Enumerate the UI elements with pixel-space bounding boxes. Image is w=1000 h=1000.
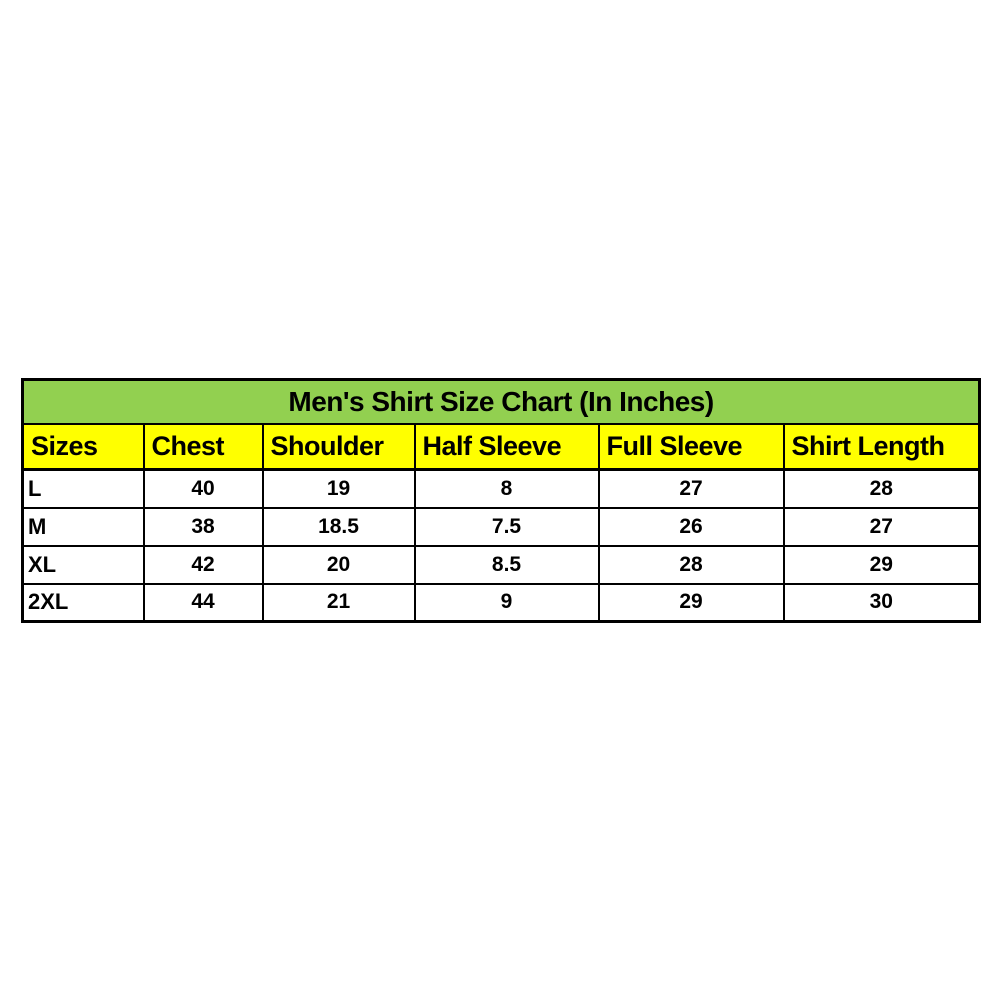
- table-row-2xl: 2XL 44 21 9 29 30: [21, 582, 981, 623]
- size-chart-table: Men's Shirt Size Chart (In Inches) Sizes…: [21, 378, 982, 623]
- chest-value: 42: [142, 544, 264, 585]
- shoulder-value: 21: [261, 582, 416, 623]
- table-row-xl: XL 42 20 8.5 28 29: [21, 544, 981, 585]
- shirt-length-value: 29: [782, 544, 981, 585]
- size-chart: Men's Shirt Size Chart (In Inches) Sizes…: [21, 378, 982, 623]
- size-label: XL: [21, 544, 145, 585]
- full-sleeve-value: 27: [597, 468, 785, 509]
- chest-value: 44: [142, 582, 264, 623]
- shoulder-value: 19: [261, 468, 416, 509]
- shoulder-value: 20: [261, 544, 416, 585]
- size-label: 2XL: [21, 582, 145, 623]
- table-row-m: M 38 18.5 7.5 26 27: [21, 506, 981, 547]
- half-sleeve-value: 9: [413, 582, 600, 623]
- half-sleeve-value: 8.5: [413, 544, 600, 585]
- chest-value: 40: [142, 468, 264, 509]
- size-label: M: [21, 506, 145, 547]
- chest-value: 38: [142, 506, 264, 547]
- table-title: Men's Shirt Size Chart (In Inches): [21, 378, 981, 425]
- size-label: L: [21, 468, 145, 509]
- table-header-row: Sizes Chest Shoulder Half Sleeve Full Sl…: [21, 422, 981, 471]
- column-header-sizes: Sizes: [21, 422, 145, 471]
- full-sleeve-value: 28: [597, 544, 785, 585]
- shirt-length-value: 30: [782, 582, 981, 623]
- half-sleeve-value: 8: [413, 468, 600, 509]
- table-title-row: Men's Shirt Size Chart (In Inches): [21, 378, 981, 425]
- shirt-length-value: 27: [782, 506, 981, 547]
- column-header-full-sleeve: Full Sleeve: [597, 422, 785, 471]
- half-sleeve-value: 7.5: [413, 506, 600, 547]
- column-header-half-sleeve: Half Sleeve: [413, 422, 600, 471]
- full-sleeve-value: 29: [597, 582, 785, 623]
- column-header-shirt-length: Shirt Length: [782, 422, 981, 471]
- table-row-l: L 40 19 8 27 28: [21, 468, 981, 509]
- shoulder-value: 18.5: [261, 506, 416, 547]
- full-sleeve-value: 26: [597, 506, 785, 547]
- column-header-chest: Chest: [142, 422, 264, 471]
- column-header-shoulder: Shoulder: [261, 422, 416, 471]
- shirt-length-value: 28: [782, 468, 981, 509]
